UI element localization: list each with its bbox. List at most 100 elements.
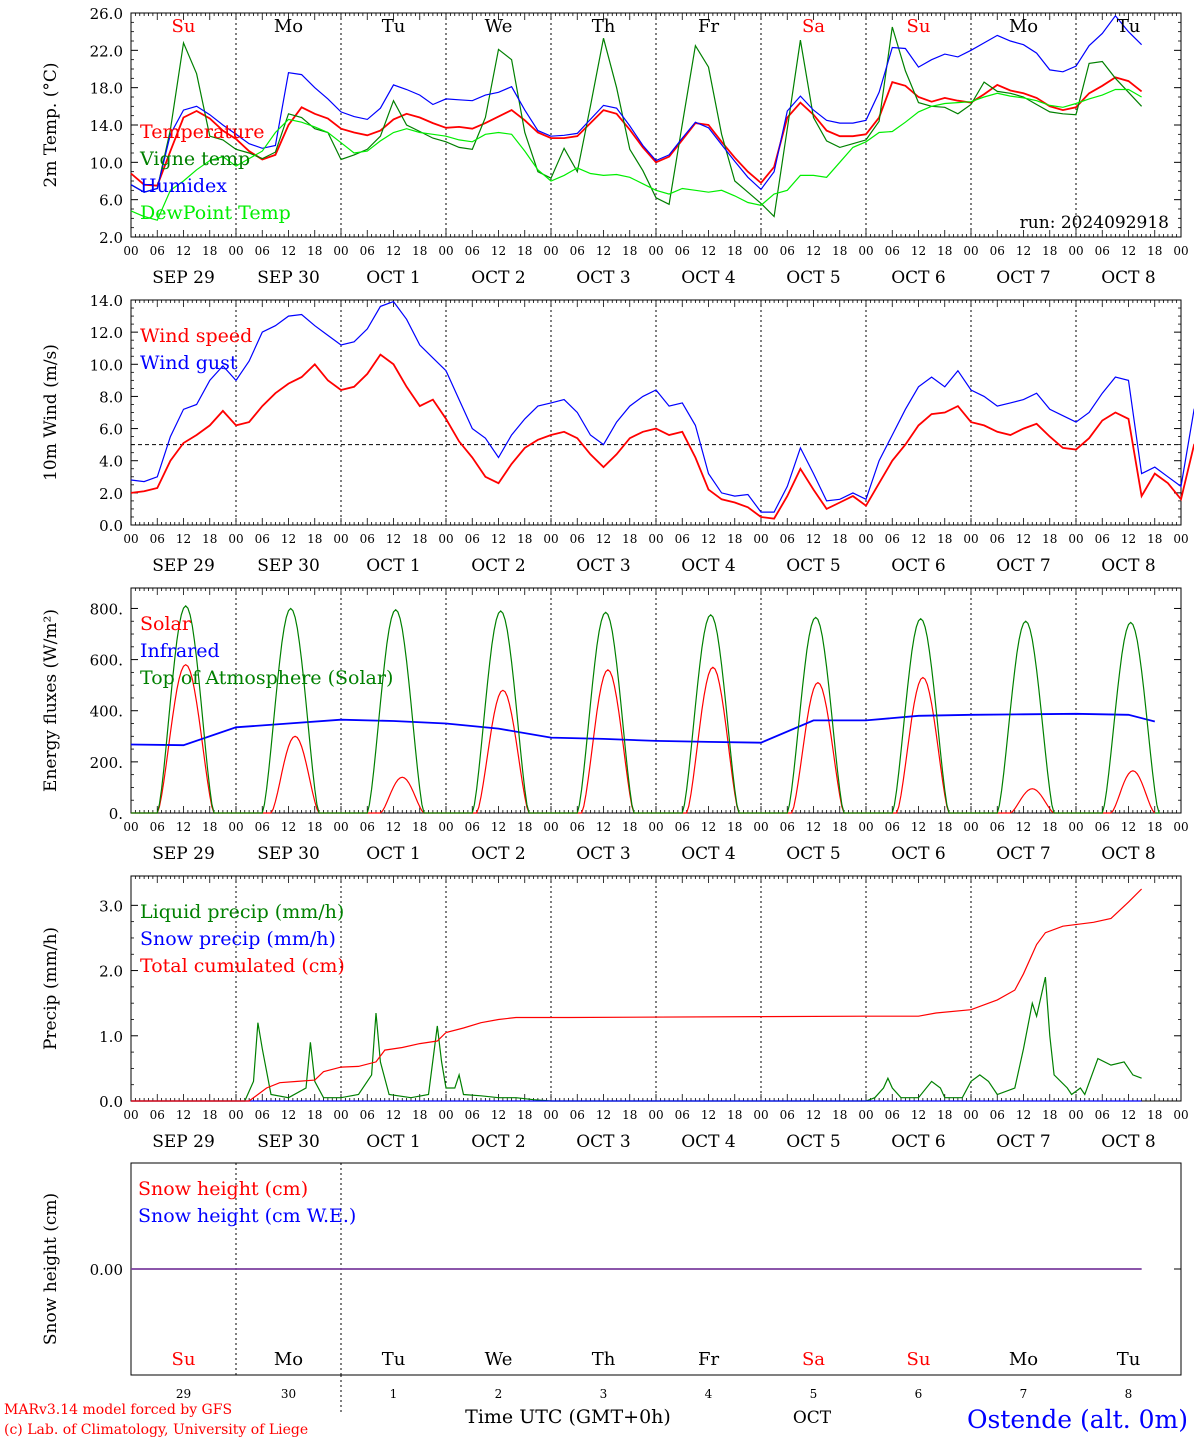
x-date-label: OCT 7 [996,844,1051,864]
x-hour-label: 00 [1068,1108,1083,1122]
x-hour-label: 00 [1068,820,1083,834]
y-tick-label: 6.0 [99,192,123,210]
x-hour-label: 12 [1016,244,1031,258]
weekday-label: Fr [698,16,719,37]
weekday-label: Fr [698,1349,719,1370]
x-date-label: SEP 30 [257,844,320,864]
x-date-label: OCT 4 [681,556,736,576]
x-hour-label: 06 [990,820,1005,834]
y-tick-label: 12.0 [90,324,123,342]
x-hour-label: 00 [438,244,453,258]
x-axis-title: Time UTC (GMT+0h) [465,1406,671,1428]
x-date-label: OCT 3 [576,556,631,576]
x-hour-label: 18 [1147,820,1162,834]
x-hour-label: 06 [1095,820,1110,834]
x-hour-label: 06 [465,820,480,834]
x-hour-label: 06 [990,532,1005,546]
x-date-label: OCT 1 [366,844,421,864]
x-hour-label: 00 [1068,532,1083,546]
x-date-label: OCT 8 [1101,556,1156,576]
x-date-label: SEP 29 [152,268,215,288]
weekday-label: Tu [382,1349,406,1370]
x-hour-label: 12 [911,244,926,258]
series-line [130,712,1156,747]
y-axis-label: Precip (mm/h) [41,927,61,1050]
x-hour-label: 18 [1147,532,1162,546]
x-hour-label: 00 [648,532,663,546]
x-hour-label: 00 [963,244,978,258]
y-tick-label: 4.0 [99,453,123,471]
legend-entry: Humidex [140,175,227,197]
x-hour-label: 00 [648,820,663,834]
x-hour-label: 18 [307,244,322,258]
x-date-label: OCT 1 [366,1132,421,1152]
day-number: 1 [390,1387,398,1401]
x-hour-label: 00 [333,820,348,834]
x-hour-label: 12 [911,820,926,834]
weekday-label: Su [907,16,931,37]
x-hour-label: 06 [990,244,1005,258]
x-hour-label: 06 [360,820,375,834]
weekday-label: Mo [274,1349,303,1370]
series-line [130,353,1194,520]
x-date-label: OCT 6 [891,844,946,864]
x-hour-label: 18 [937,532,952,546]
y-tick-label: 6.0 [99,421,123,439]
x-hour-label: 18 [832,820,847,834]
x-hour-label: 12 [176,820,191,834]
x-hour-label: 00 [753,532,768,546]
x-hour-label: 00 [1173,1108,1188,1122]
legend-entry: Temperature [140,121,264,143]
y-tick-label: 18.0 [90,80,123,98]
x-hour-label: 12 [281,532,296,546]
x-hour-label: 00 [438,1108,453,1122]
x-date-label: SEP 30 [257,556,320,576]
x-hour-label: 00 [858,244,873,258]
x-hour-label: 18 [517,244,532,258]
x-hour-label: 06 [150,820,165,834]
x-date-label: OCT 3 [576,268,631,288]
x-hour-label: 06 [1095,244,1110,258]
x-date-label: OCT 3 [576,1132,631,1152]
x-hour-label: 06 [780,1108,795,1122]
x-hour-label: 06 [675,820,690,834]
legend-entry: Snow height (cm W.E.) [138,1205,356,1227]
x-hour-label: 06 [780,244,795,258]
x-hour-label: 06 [780,820,795,834]
day-number: 7 [1020,1387,1028,1401]
x-hour-label: 18 [202,244,217,258]
day-number: 3 [600,1387,608,1401]
x-hour-label: 18 [1147,244,1162,258]
run-annotation: run: 2024092918 [1020,213,1169,233]
x-hour-label: 00 [123,820,138,834]
x-hour-label: 06 [465,244,480,258]
x-hour-label: 00 [123,1108,138,1122]
y-tick-label: 26.0 [90,5,123,23]
legend-entry: Snow precip (mm/h) [140,928,336,950]
y-tick-label: 400. [90,703,123,721]
x-date-label: OCT 1 [366,556,421,576]
legend-entry: Infrared [140,640,220,662]
y-tick-label: 0. [109,805,123,823]
y-tick-label: 3.0 [99,897,123,915]
x-hour-label: 18 [1042,1108,1057,1122]
x-date-label: OCT 2 [471,844,526,864]
x-hour-label: 12 [1016,532,1031,546]
x-hour-label: 06 [780,532,795,546]
x-hour-label: 00 [1173,532,1188,546]
weekday-label: Sa [802,1349,825,1370]
x-hour-label: 12 [386,532,401,546]
x-hour-label: 00 [333,244,348,258]
y-tick-label: 200. [90,754,123,772]
x-hour-label: 00 [543,244,558,258]
y-axis-label: Energy fluxes (W/m²) [41,609,61,792]
x-date-label: OCT 1 [366,268,421,288]
x-hour-label: 00 [858,820,873,834]
x-hour-label: 00 [858,1108,873,1122]
x-hour-label: 18 [937,244,952,258]
x-hour-label: 06 [570,244,585,258]
x-hour-label: 18 [622,244,637,258]
x-hour-label: 12 [491,532,506,546]
x-hour-label: 12 [1121,820,1136,834]
x-hour-label: 12 [911,532,926,546]
